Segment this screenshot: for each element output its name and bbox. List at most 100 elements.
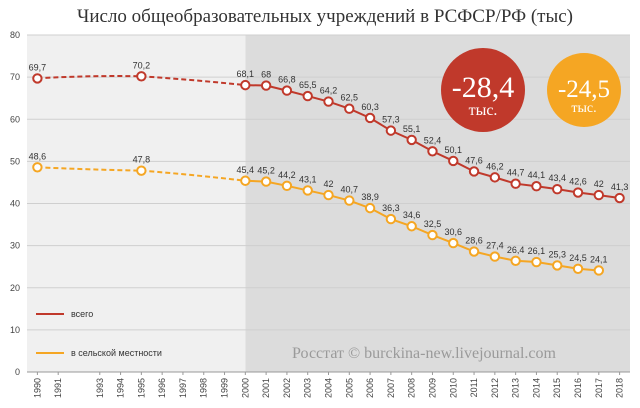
data-point [531,181,542,192]
data-label: 44,2 [278,170,296,180]
data-point [302,90,313,102]
data-label: 36,3 [382,203,400,213]
data-point [344,195,355,206]
x-tick-label: 1994 [116,378,126,398]
data-point [572,263,584,274]
data-label: 55,1 [403,124,421,134]
data-point [489,172,501,183]
data-label: 28,6 [465,236,483,246]
annotation-rural-unit: тыс. [571,101,596,116]
data-label: 70,2 [133,60,151,70]
data-point [136,165,147,176]
data-label: 24,1 [590,254,608,264]
x-tick-label: 2012 [490,378,500,398]
data-point [260,80,272,91]
data-point [281,85,293,96]
x-tick-label: 1999 [220,378,230,398]
data-label: 47,6 [465,155,483,165]
data-label: 47,8 [133,155,151,165]
data-point [468,246,480,257]
data-label: 25,3 [548,249,566,259]
data-point [614,192,625,204]
data-point [510,255,521,266]
data-point [344,103,355,114]
annotation-rural-bubble [547,53,621,127]
legend: всего в сельской местности [36,309,162,358]
data-point [552,260,563,271]
data-point [510,178,521,189]
data-label: 48,6 [29,151,47,161]
data-label: 62,5 [341,93,359,103]
data-label: 42 [323,179,333,189]
x-tick-label: 2013 [511,378,521,398]
x-tick-label: 2011 [469,378,479,397]
legend-label-rural: в сельской местности [71,348,162,358]
data-point [240,175,251,186]
data-point [364,202,376,214]
x-tick-label: 2014 [531,378,541,398]
x-tick-label: 2018 [615,378,625,398]
data-point [593,265,605,276]
data-label: 68,1 [237,69,255,79]
data-point [260,176,272,187]
data-label: 26,1 [528,246,546,256]
annotation-total-unit: тыс. [469,102,498,119]
data-label: 27,4 [486,241,504,251]
data-label: 69,7 [29,62,47,72]
data-point [427,146,438,157]
x-tick-label: 2005 [344,378,354,398]
x-tick-label: 2006 [365,378,375,398]
data-point [323,189,334,201]
x-tick-label: 1990 [32,378,42,398]
annotation-total-bubble [441,48,525,132]
data-label: 42,6 [569,177,587,187]
data-point [448,237,459,249]
y-tick-label: 80 [10,30,20,40]
chart-title: Число общеобразовательных учреждений в Р… [77,6,573,27]
data-point [406,134,417,146]
y-tick-label: 50 [10,156,20,166]
data-label: 45,2 [257,166,275,176]
data-label: 65,5 [299,80,317,90]
data-label: 43,4 [548,173,566,183]
data-label: 45,4 [237,165,255,175]
x-tick-label: 2002 [282,378,292,398]
data-point [552,183,563,195]
data-label: 44,1 [528,170,546,180]
data-label: 46,2 [486,161,504,171]
data-label: 38,9 [361,192,379,202]
plot-area: 0 10 20 30 40 50 60 70 80 1990 1991 1993 1994 1995 199… [10,30,631,398]
x-tick-label: 1998 [199,378,209,398]
data-point [572,187,584,198]
data-label: 42 [594,179,604,189]
data-point [489,251,501,262]
annotation-total-value: -28,4 [452,71,515,104]
x-tick-label: 2004 [324,378,334,398]
data-point [468,166,480,177]
data-point [323,96,334,107]
data-point [364,112,376,124]
x-tick-label: 2007 [386,378,396,398]
y-tick-label: 20 [10,283,20,293]
data-point [385,125,397,136]
data-point [427,229,438,241]
data-label: 57,3 [382,115,400,125]
data-label: 60,3 [361,102,379,112]
legend-label-total: всего [71,309,93,319]
data-label: 40,7 [341,185,359,195]
x-tick-label: 2001 [261,378,271,398]
x-tick-label: 2010 [448,378,458,398]
x-tick-label: 1993 [95,378,105,398]
data-label: 66,8 [278,75,296,85]
x-tick-label: 2016 [573,378,583,398]
data-label: 34,6 [403,210,421,220]
annotation-rural-drop: -24,5 тыс. [547,53,621,127]
data-point [240,79,251,91]
data-point [32,162,43,173]
x-tick-label: 2015 [552,378,562,398]
data-point [448,155,459,167]
data-label: 30,6 [444,227,462,237]
data-point [302,185,313,196]
x-tick-label: 2000 [240,378,250,398]
